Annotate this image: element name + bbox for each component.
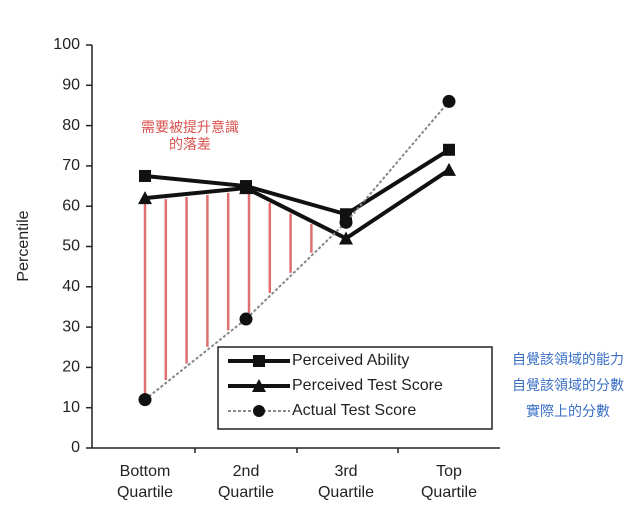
x-tick-label: 2nd Quartile	[218, 463, 274, 501]
legend-marker	[253, 405, 265, 417]
annotation: 的落差	[169, 137, 211, 153]
marker	[239, 181, 253, 195]
marker	[138, 191, 152, 205]
y-axis-label: Percentile	[15, 210, 32, 281]
legend-label: Perceived Test Score	[292, 377, 443, 394]
y-tick-label: 20	[62, 359, 80, 376]
y-tick-label: 100	[53, 36, 80, 53]
y-tick-label: 90	[62, 77, 80, 94]
side-note: 自覺該領域的能力	[512, 351, 624, 368]
y-tick-label: 10	[62, 399, 80, 416]
marker	[442, 162, 456, 176]
x-tick-line: Quartile	[218, 484, 274, 501]
series-line	[144, 168, 451, 241]
side-note: 自覺該領域的分數	[512, 377, 624, 394]
x-tick-line: Quartile	[421, 484, 477, 501]
legend-label: Actual Test Score	[292, 402, 416, 419]
y-tick-label: 30	[62, 318, 80, 335]
x-tick-line: 3rd	[334, 463, 357, 480]
marker	[139, 169, 151, 182]
x-tick-label: 3rd Quartile	[318, 463, 374, 501]
x-tick-line: 2nd	[233, 463, 260, 480]
y-tick-label: 80	[62, 117, 80, 134]
legend-label: Perceived Ability	[292, 352, 409, 369]
series-line	[144, 148, 451, 217]
x-tick-label: Top Quartile	[421, 463, 477, 501]
legend-marker	[252, 379, 266, 392]
x-tick-label: Bottom Quartile	[117, 463, 173, 501]
legend-marker	[253, 355, 265, 367]
marker	[443, 143, 455, 156]
y-tick-label: 40	[62, 278, 80, 295]
marker	[138, 393, 152, 407]
marker	[339, 231, 353, 245]
side-note: 實際上的分數	[526, 403, 610, 420]
x-tick-line: Quartile	[117, 484, 173, 501]
x-tick-line: Quartile	[318, 484, 374, 501]
y-tick-label: 70	[62, 157, 80, 174]
series-line	[144, 100, 450, 401]
x-tick-line: Top	[436, 463, 462, 480]
y-tick-label: 0	[71, 439, 80, 456]
marker	[442, 94, 456, 108]
y-tick-label: 50	[62, 238, 80, 255]
marker	[339, 215, 353, 229]
marker	[239, 312, 253, 326]
annotation: 需要被提升意識	[141, 119, 239, 136]
x-tick-line: Bottom	[120, 463, 171, 480]
y-tick-label: 60	[62, 197, 80, 214]
